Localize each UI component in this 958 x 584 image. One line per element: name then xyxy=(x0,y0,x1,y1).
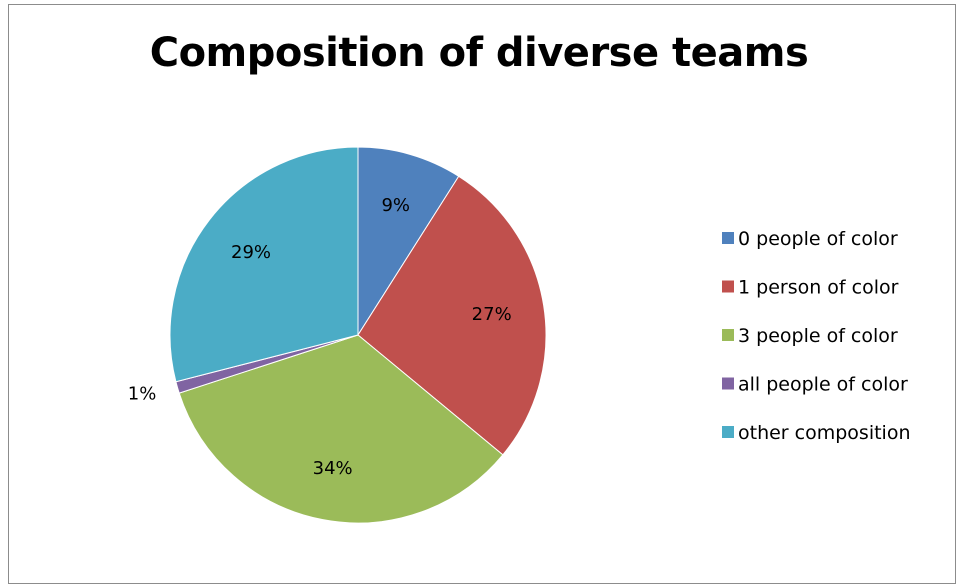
legend-label-1-person-of-color: 1 person of color xyxy=(738,277,899,299)
pie-slice-3-people-of-color xyxy=(178,334,504,524)
legend-swatch-0-people-of-color xyxy=(722,232,734,244)
legend-label-3-people-of-color: 3 people of color xyxy=(738,325,898,347)
legend-label-0-people-of-color: 0 people of color xyxy=(738,228,898,250)
data-label-0-people-of-color: 9% xyxy=(381,195,410,216)
pie-slice-1-person-of-color xyxy=(357,175,547,456)
chart-title: Composition of diverse teams xyxy=(149,30,809,76)
pie-data-labels: 9% 27% 34% 1% 29% xyxy=(128,195,512,479)
legend-swatch-3-people-of-color xyxy=(722,329,734,341)
pie-slice-0-people-of-color xyxy=(357,146,460,337)
legend-swatch-1-person-of-color xyxy=(722,280,734,293)
data-label-other-composition: 29% xyxy=(231,242,271,263)
legend-swatch-all-people-of-color xyxy=(722,377,734,390)
chart-legend: 0 people of color 1 person of color 3 peop… xyxy=(722,228,911,444)
data-label-3-people-of-color: 34% xyxy=(313,458,353,479)
data-label-1-person-of-color: 27% xyxy=(472,304,512,325)
legend-label-all-people-of-color: all people of color xyxy=(738,374,908,396)
pie-slices xyxy=(169,146,547,524)
data-label-all-people-of-color: 1% xyxy=(128,384,157,405)
legend-label-other-composition: other composition xyxy=(738,422,911,444)
pie-slice-other-composition xyxy=(169,146,359,383)
legend-swatch-other-composition xyxy=(722,426,734,438)
